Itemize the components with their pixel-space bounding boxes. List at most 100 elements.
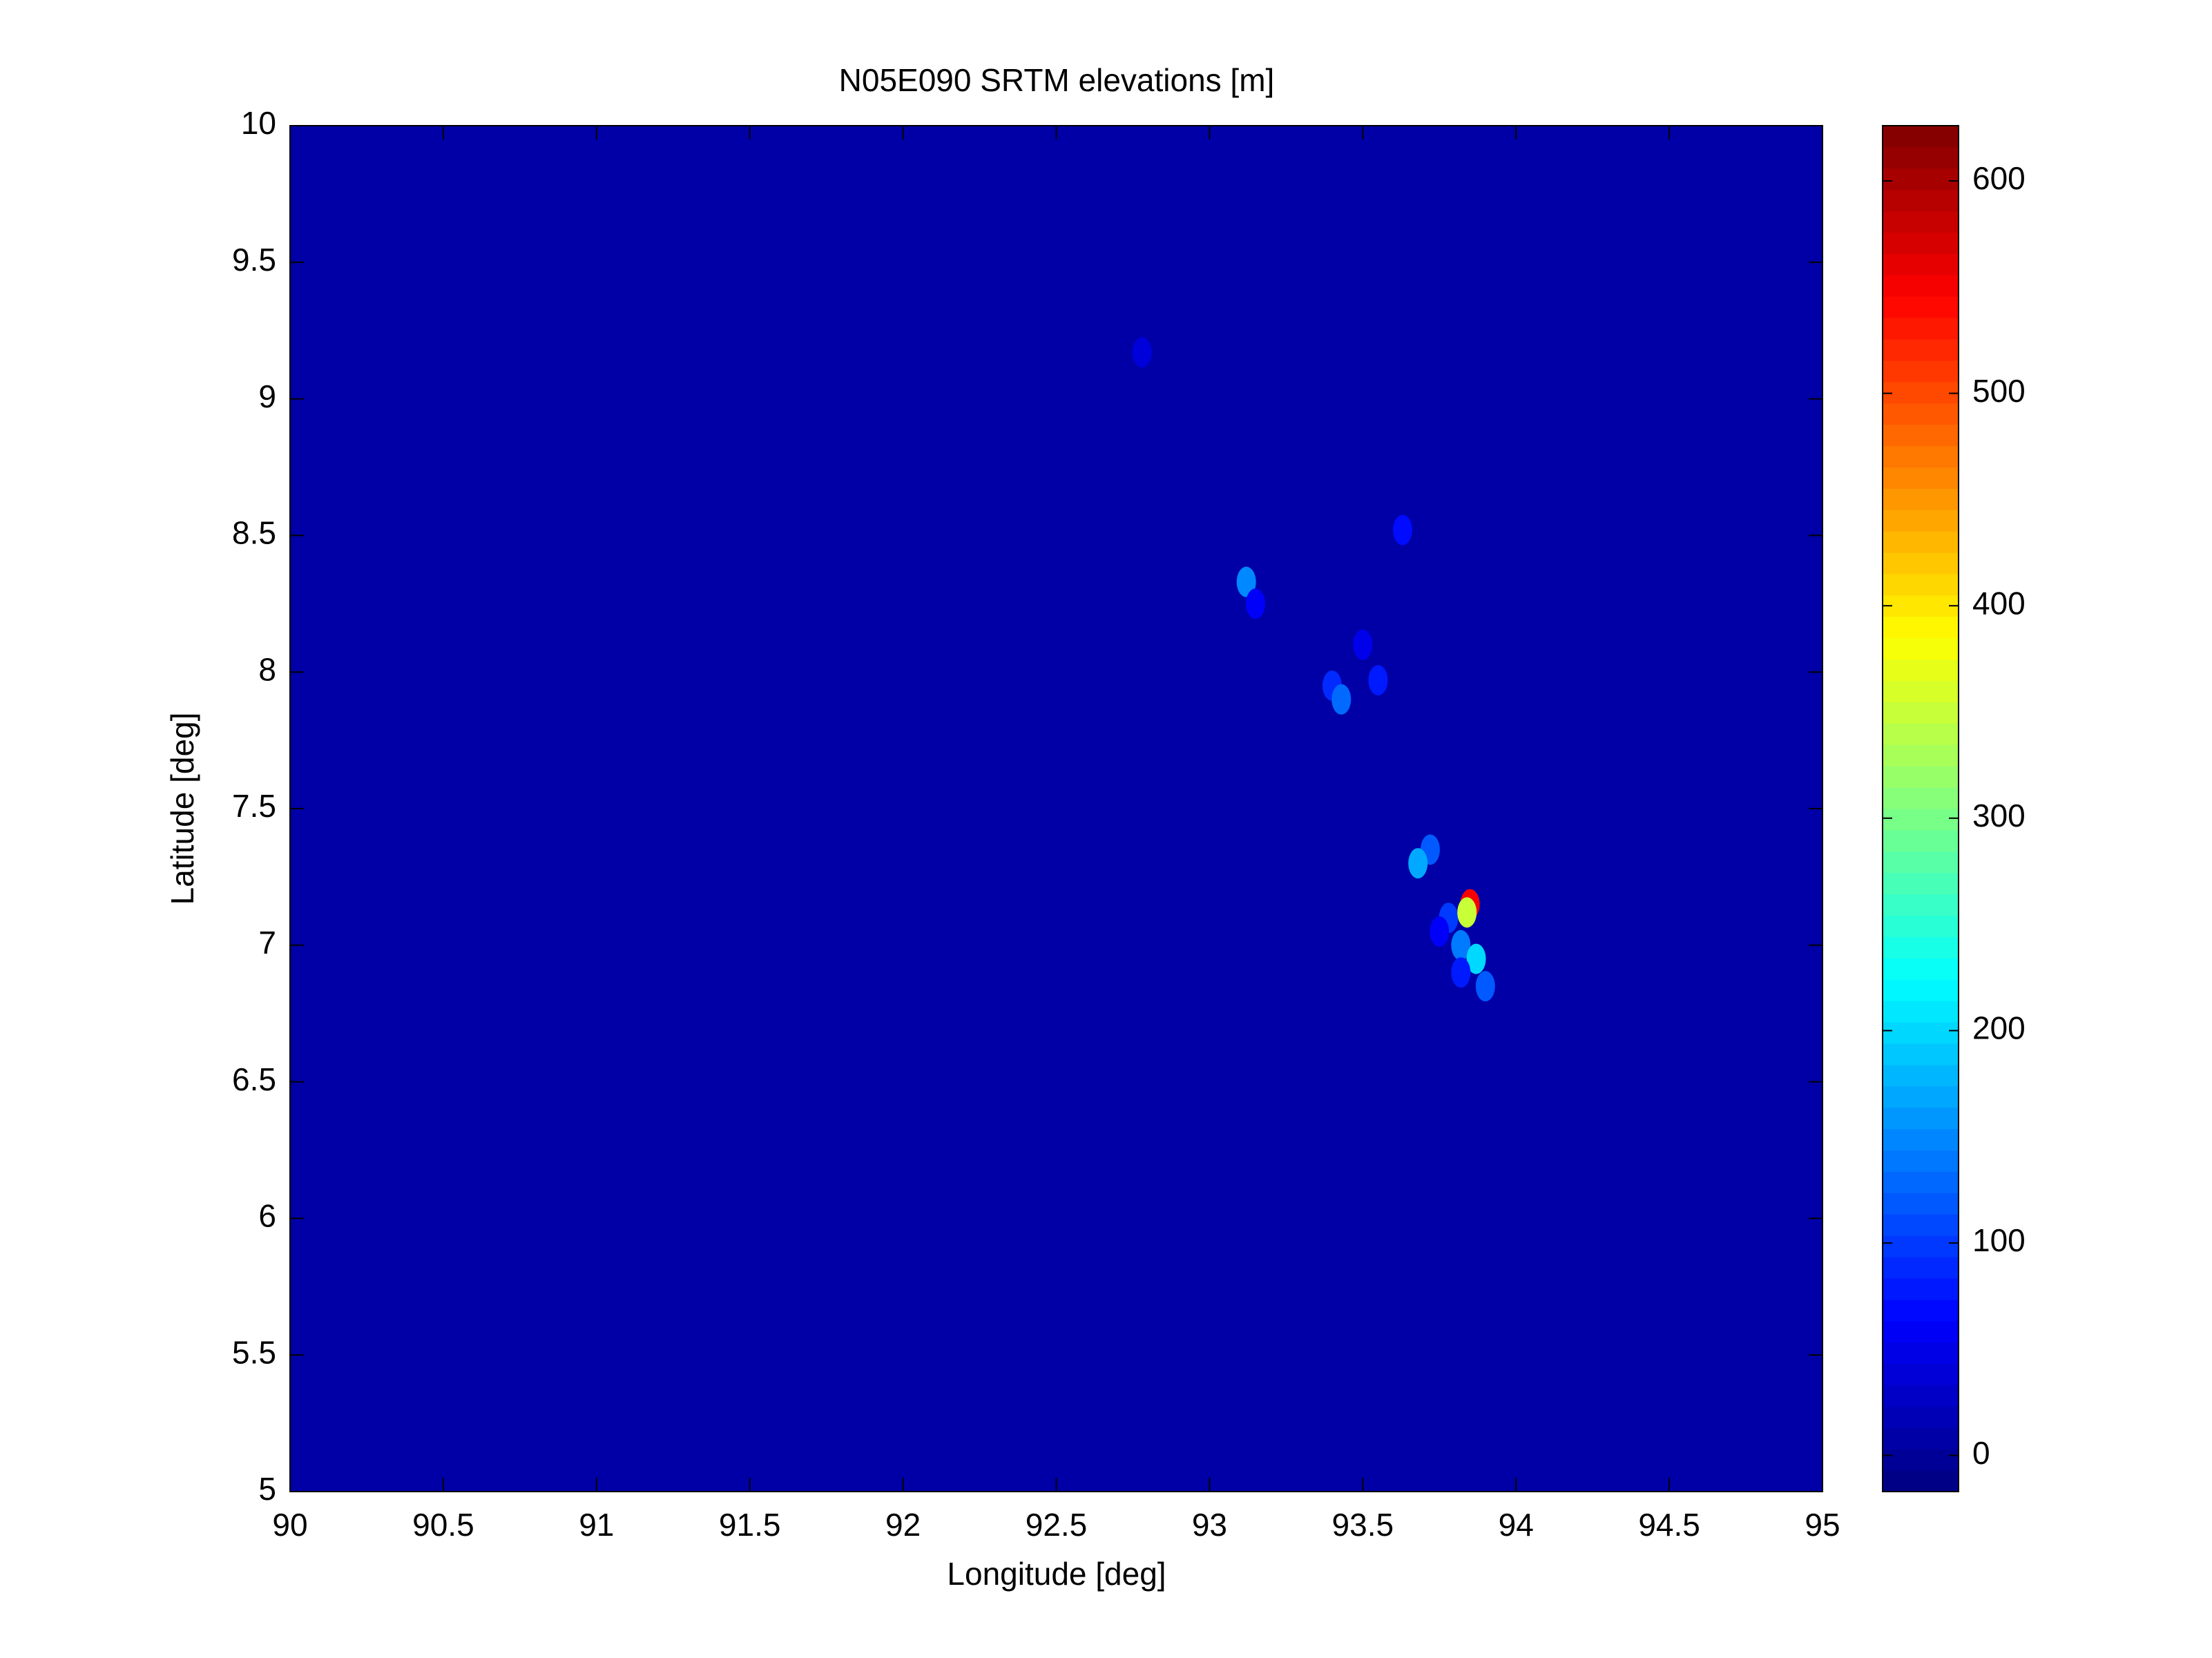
y-tick-label: 6 bbox=[258, 1198, 276, 1234]
colorbar-step bbox=[1883, 445, 1959, 467]
colorbar-step bbox=[1883, 1171, 1959, 1193]
colorbar-step bbox=[1883, 552, 1959, 575]
colorbar-step bbox=[1883, 253, 1959, 276]
colorbar-step bbox=[1883, 360, 1959, 383]
colorbar-step bbox=[1883, 1064, 1959, 1087]
colorbar-tick-label: 200 bbox=[1972, 1010, 2026, 1046]
x-axis-label: Longitude [deg] bbox=[947, 1556, 1166, 1592]
y-tick-label: 7 bbox=[258, 925, 276, 961]
elevation-cell bbox=[1408, 848, 1428, 879]
colorbar-step bbox=[1883, 1342, 1959, 1365]
colorbar-step bbox=[1883, 232, 1959, 254]
elevation-cell bbox=[1245, 588, 1265, 619]
elevation-cell bbox=[1392, 514, 1412, 546]
colorbar-step bbox=[1883, 1214, 1959, 1236]
colorbar-step bbox=[1883, 1449, 1959, 1471]
y-tick-label: 5 bbox=[258, 1471, 276, 1507]
colorbar-step bbox=[1883, 488, 1959, 510]
colorbar-step bbox=[1883, 766, 1959, 788]
elevation-cell bbox=[1236, 566, 1256, 597]
colorbar-step bbox=[1883, 958, 1959, 980]
y-tick-label: 8 bbox=[258, 651, 276, 687]
colorbar-tick-label: 500 bbox=[1972, 373, 2026, 409]
colorbar-step bbox=[1883, 1427, 1959, 1449]
elevation-cell bbox=[1466, 943, 1486, 974]
colorbar-step bbox=[1883, 1299, 1959, 1322]
colorbar-step bbox=[1883, 787, 1959, 809]
colorbar-step bbox=[1883, 146, 1959, 169]
colorbar-step bbox=[1883, 339, 1959, 361]
x-tick-label: 93 bbox=[1192, 1507, 1227, 1543]
colorbar-step bbox=[1883, 1406, 1959, 1428]
colorbar-tick-label: 400 bbox=[1972, 585, 2026, 621]
x-tick-label: 92.5 bbox=[1026, 1507, 1088, 1543]
colorbar-step bbox=[1883, 1235, 1959, 1257]
y-tick-label: 9.5 bbox=[232, 242, 276, 278]
colorbar-step bbox=[1883, 809, 1959, 831]
colorbar-step bbox=[1883, 318, 1959, 340]
colorbar-step bbox=[1883, 851, 1959, 874]
y-tick-label: 6.5 bbox=[232, 1061, 276, 1097]
colorbar-step bbox=[1883, 1193, 1959, 1215]
x-tick-label: 94.5 bbox=[1638, 1507, 1700, 1543]
colorbar-step bbox=[1883, 1043, 1959, 1066]
colorbar-step bbox=[1883, 659, 1959, 682]
colorbar-step bbox=[1883, 1150, 1959, 1172]
x-tick-label: 91 bbox=[579, 1507, 614, 1543]
colorbar-step bbox=[1883, 1363, 1959, 1385]
y-tick-label: 9 bbox=[258, 378, 276, 414]
y-tick-label: 5.5 bbox=[232, 1334, 276, 1370]
colorbar-tick-label: 0 bbox=[1972, 1435, 1990, 1471]
colorbar-step bbox=[1883, 381, 1959, 404]
elevation-cell bbox=[1353, 629, 1373, 660]
elevation-cell bbox=[1451, 929, 1471, 961]
y-tick-label: 7.5 bbox=[232, 788, 276, 824]
colorbar-step bbox=[1883, 403, 1959, 425]
elevation-cell bbox=[1451, 957, 1471, 988]
elevation-cell bbox=[1457, 897, 1477, 928]
colorbar-step bbox=[1883, 744, 1959, 767]
elevation-cell bbox=[1475, 971, 1495, 1002]
colorbar-step bbox=[1883, 637, 1959, 660]
x-tick-label: 95 bbox=[1805, 1507, 1840, 1543]
colorbar-frame bbox=[1882, 125, 1959, 1492]
colorbar-step bbox=[1883, 574, 1959, 596]
colorbar-tick-label: 100 bbox=[1972, 1222, 2026, 1258]
colorbar-step bbox=[1883, 531, 1959, 553]
y-tick-label: 8.5 bbox=[232, 515, 276, 551]
colorbar-step bbox=[1883, 979, 1959, 1001]
colorbar-step bbox=[1883, 1470, 1959, 1492]
colorbar-step bbox=[1883, 1001, 1959, 1023]
colorbar-step bbox=[1883, 1278, 1959, 1300]
colorbar-step bbox=[1883, 616, 1959, 639]
x-tick-label: 90.5 bbox=[412, 1507, 474, 1543]
x-tick-label: 94 bbox=[1499, 1507, 1534, 1543]
colorbar-step bbox=[1883, 894, 1959, 916]
colorbar-step bbox=[1883, 424, 1959, 447]
colorbar-step bbox=[1883, 467, 1959, 489]
colorbar-tick-label: 600 bbox=[1972, 160, 2026, 196]
colorbar-step bbox=[1883, 1385, 1959, 1407]
colorbar-step bbox=[1883, 915, 1959, 937]
elevation-cell bbox=[1331, 684, 1352, 715]
colorbar-step bbox=[1883, 510, 1959, 532]
y-axis-label: Latitude [deg] bbox=[164, 713, 200, 905]
colorbar-step bbox=[1883, 702, 1959, 724]
plot-area bbox=[290, 126, 1823, 1492]
colorbar-step bbox=[1883, 936, 1959, 958]
colorbar-step bbox=[1883, 189, 1959, 212]
colorbar-step bbox=[1883, 872, 1959, 895]
elevation-cell bbox=[1368, 665, 1388, 696]
colorbar-step bbox=[1883, 168, 1959, 191]
colorbar-step bbox=[1883, 1022, 1959, 1044]
colorbar-step bbox=[1883, 1257, 1959, 1279]
colorbar-step bbox=[1883, 1086, 1959, 1108]
colorbar-step bbox=[1883, 829, 1959, 852]
colorbar-step bbox=[1883, 1128, 1959, 1150]
colorbar-step bbox=[1883, 1107, 1959, 1130]
x-tick-label: 93.5 bbox=[1332, 1507, 1394, 1543]
elevation-cell bbox=[1132, 337, 1152, 368]
colorbar-tick-label: 300 bbox=[1972, 798, 2026, 833]
chart-title: N05E090 SRTM elevations [m] bbox=[839, 62, 1275, 98]
